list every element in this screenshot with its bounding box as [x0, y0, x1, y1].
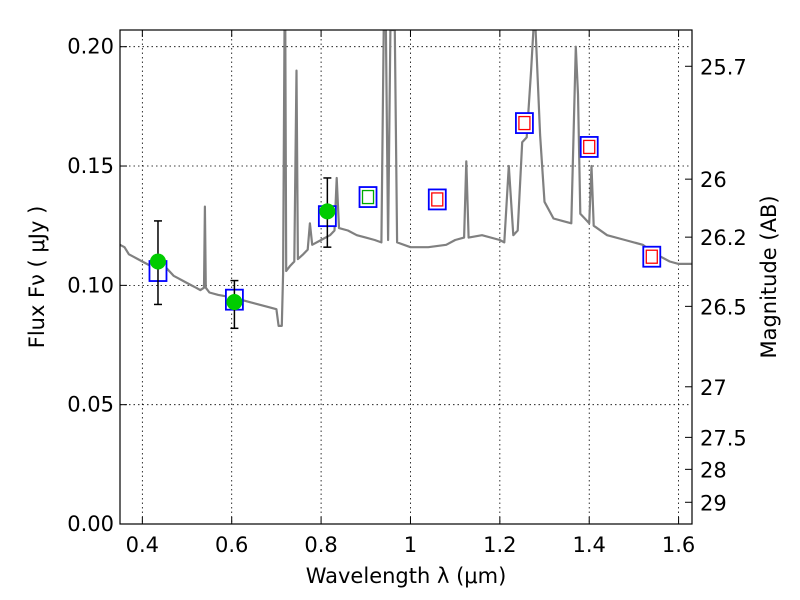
synthetic-photometry-square — [518, 115, 531, 131]
right-tick-label: 29 — [700, 491, 727, 515]
synthetic-photometry-square — [361, 189, 375, 205]
x-tick-label: 1 — [404, 533, 417, 557]
x-tick-label: 1.6 — [662, 533, 695, 557]
sed-model-layer — [120, 30, 692, 327]
right-tick-label: 26 — [700, 168, 727, 192]
right-tick-label: 28 — [700, 458, 727, 482]
plot-frame — [119, 29, 693, 525]
right-tick-label: 26.2 — [700, 226, 747, 250]
y-tick-label: 0.00 — [67, 512, 114, 536]
y-axis-label: Flux Fν ( μJy ) — [25, 206, 49, 349]
x-tick-label: 1.2 — [483, 533, 516, 557]
axis-ticks: 0.4 0.6 0.8 1 1.2 1.4 1.6 0.00 0.05 0.10 0.15 0.20 2… — [67, 30, 747, 557]
y-tick-label: 0.20 — [67, 35, 114, 59]
y-tick-label: 0.05 — [67, 393, 114, 417]
right-tick-label: 27.5 — [700, 426, 747, 450]
observed-point — [149, 253, 166, 270]
observed-point — [226, 294, 243, 311]
synthetic-photometry-square — [583, 139, 596, 155]
right-tick-label: 25.7 — [700, 55, 747, 79]
sed-model-line — [120, 30, 692, 327]
observed-point — [319, 203, 336, 220]
synthetic-photometry-square — [431, 192, 444, 207]
photometry-markers — [148, 112, 662, 330]
right-axis-label: Magnitude (AB) — [757, 195, 781, 358]
x-tick-label: 0.6 — [215, 533, 248, 557]
x-tick-label: 0.4 — [126, 533, 159, 557]
y-tick-label: 0.10 — [67, 273, 114, 297]
right-tick-label: 27 — [700, 376, 727, 400]
x-tick-label: 0.8 — [304, 533, 337, 557]
x-tick-label: 1.4 — [573, 533, 606, 557]
y-tick-label: 0.15 — [67, 154, 114, 178]
right-tick-label: 26.5 — [700, 295, 747, 319]
synthetic-photometry-square — [645, 249, 658, 264]
x-axis-label: Wavelength λ (μm) — [306, 564, 507, 588]
